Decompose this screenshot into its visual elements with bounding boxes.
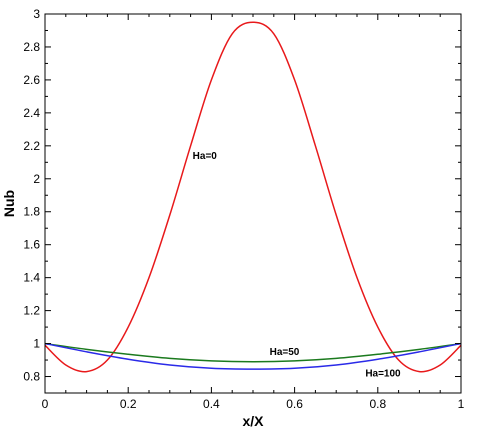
y-tick-label: 2 <box>33 172 40 186</box>
series-line-ha-100 <box>44 342 462 370</box>
y-tick-label: 2.4 <box>23 106 40 120</box>
y-tick-label: 1.4 <box>23 271 40 285</box>
annotations: Ha=0 Ha=50 Ha=100 <box>193 151 401 380</box>
y-tick-label: 3 <box>33 7 40 21</box>
plot-frame <box>44 13 462 394</box>
y-tick-label: 1 <box>33 337 40 351</box>
x-tick-label: 1 <box>458 397 465 411</box>
annotation-label: Ha=100 <box>365 369 401 380</box>
plot-curves <box>44 21 462 373</box>
x-tick-label: 0.4 <box>203 397 220 411</box>
y-axis: 0.8 1 1.2 1.4 1.6 1.8 2 2.2 2.4 2.6 2.8 3 <box>23 7 461 384</box>
y-tick-label: 2.2 <box>23 139 40 153</box>
y-tick-label: 1.2 <box>23 304 40 318</box>
y-axis-title: Nub <box>1 190 17 217</box>
y-tick-label: 0.8 <box>23 370 40 384</box>
x-tick-label: 0 <box>42 397 49 411</box>
y-tick-label: 2.8 <box>23 40 40 54</box>
annotation-label: Ha=50 <box>270 347 300 358</box>
y-tick-label: 1.8 <box>23 205 40 219</box>
series-line-ha-50 <box>44 342 462 363</box>
x-axis: 0 0.2 0.4 0.6 0.8 1 <box>42 14 465 411</box>
x-tick-label: 0.8 <box>369 397 386 411</box>
series-line-ha-0 <box>44 21 462 373</box>
x-tick-label: 0.6 <box>286 397 303 411</box>
x-tick-label: 0.2 <box>120 397 137 411</box>
annotation-label: Ha=0 <box>193 151 218 162</box>
y-tick-label: 2.6 <box>23 73 40 87</box>
x-axis-title: x/X <box>242 413 264 429</box>
y-tick-label: 1.6 <box>23 238 40 252</box>
